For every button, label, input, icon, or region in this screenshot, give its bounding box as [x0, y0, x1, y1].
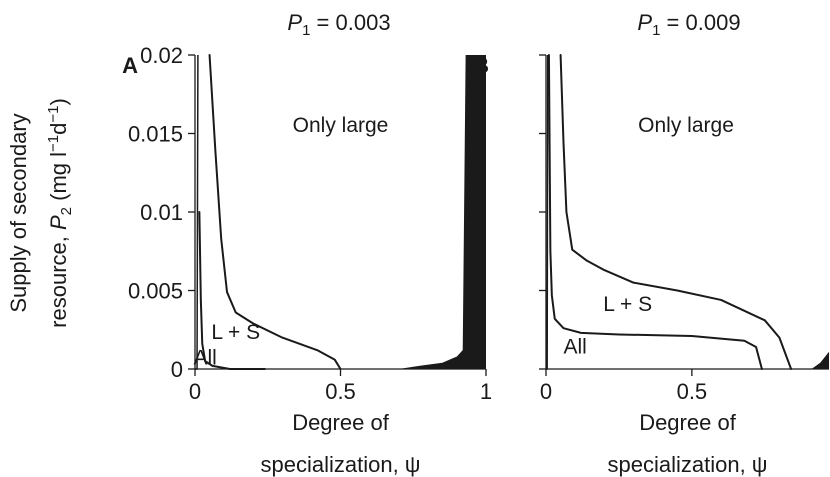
y-tick-label: 0.005	[128, 279, 183, 304]
boundary-line-0	[208, 54, 342, 370]
boundary-line-1	[547, 54, 763, 370]
panel-a: 0 0.005 0.01 0.015 0.02 0 0.5 1 A P1 = 0.003 Degre…	[122, 10, 492, 477]
y-tick-label: 0.015	[128, 122, 183, 147]
panel-title: P1 = 0.009	[637, 10, 740, 39]
y-tick-label: 0	[171, 357, 183, 382]
x-tick-label: 0.5	[677, 379, 708, 404]
y-tick-label: 0.01	[140, 200, 183, 225]
x-axis-label-line2: specialization, ψ	[608, 452, 768, 477]
region-label: Only large	[293, 114, 389, 137]
x-tick-label: 1	[480, 379, 492, 404]
x-axis-label-line1: Degree of	[292, 410, 390, 435]
x-tick-label: 0	[189, 379, 201, 404]
panel-letter: A	[122, 53, 138, 78]
region-label: All	[194, 346, 217, 369]
region-label: L + S	[211, 321, 260, 344]
x-axis-label-line1: Degree of	[639, 410, 737, 435]
region-label: Only large	[638, 114, 734, 137]
region-label: L + S	[603, 293, 652, 316]
panel-letter: B	[473, 53, 489, 78]
panel-title: P1 = 0.003	[287, 10, 390, 39]
y-axis-label-line2: resource, P2 (mg l−1d−1)	[45, 98, 75, 328]
black-region	[811, 351, 829, 369]
x-tick-label: 0.5	[325, 379, 356, 404]
x-tick-label: 0	[540, 379, 552, 404]
x-axis-label-line2: specialization, ψ	[261, 452, 421, 477]
panel-b: 0 0.5 B P1 = 0.009 Degree of specialization, …	[473, 10, 829, 477]
y-tick-label: 0.02	[140, 43, 183, 68]
region-label: All	[564, 335, 587, 358]
boundary-line-0	[559, 54, 793, 370]
black-region	[398, 55, 486, 369]
y-axis-label-line1: Supply of secondary	[6, 113, 31, 312]
